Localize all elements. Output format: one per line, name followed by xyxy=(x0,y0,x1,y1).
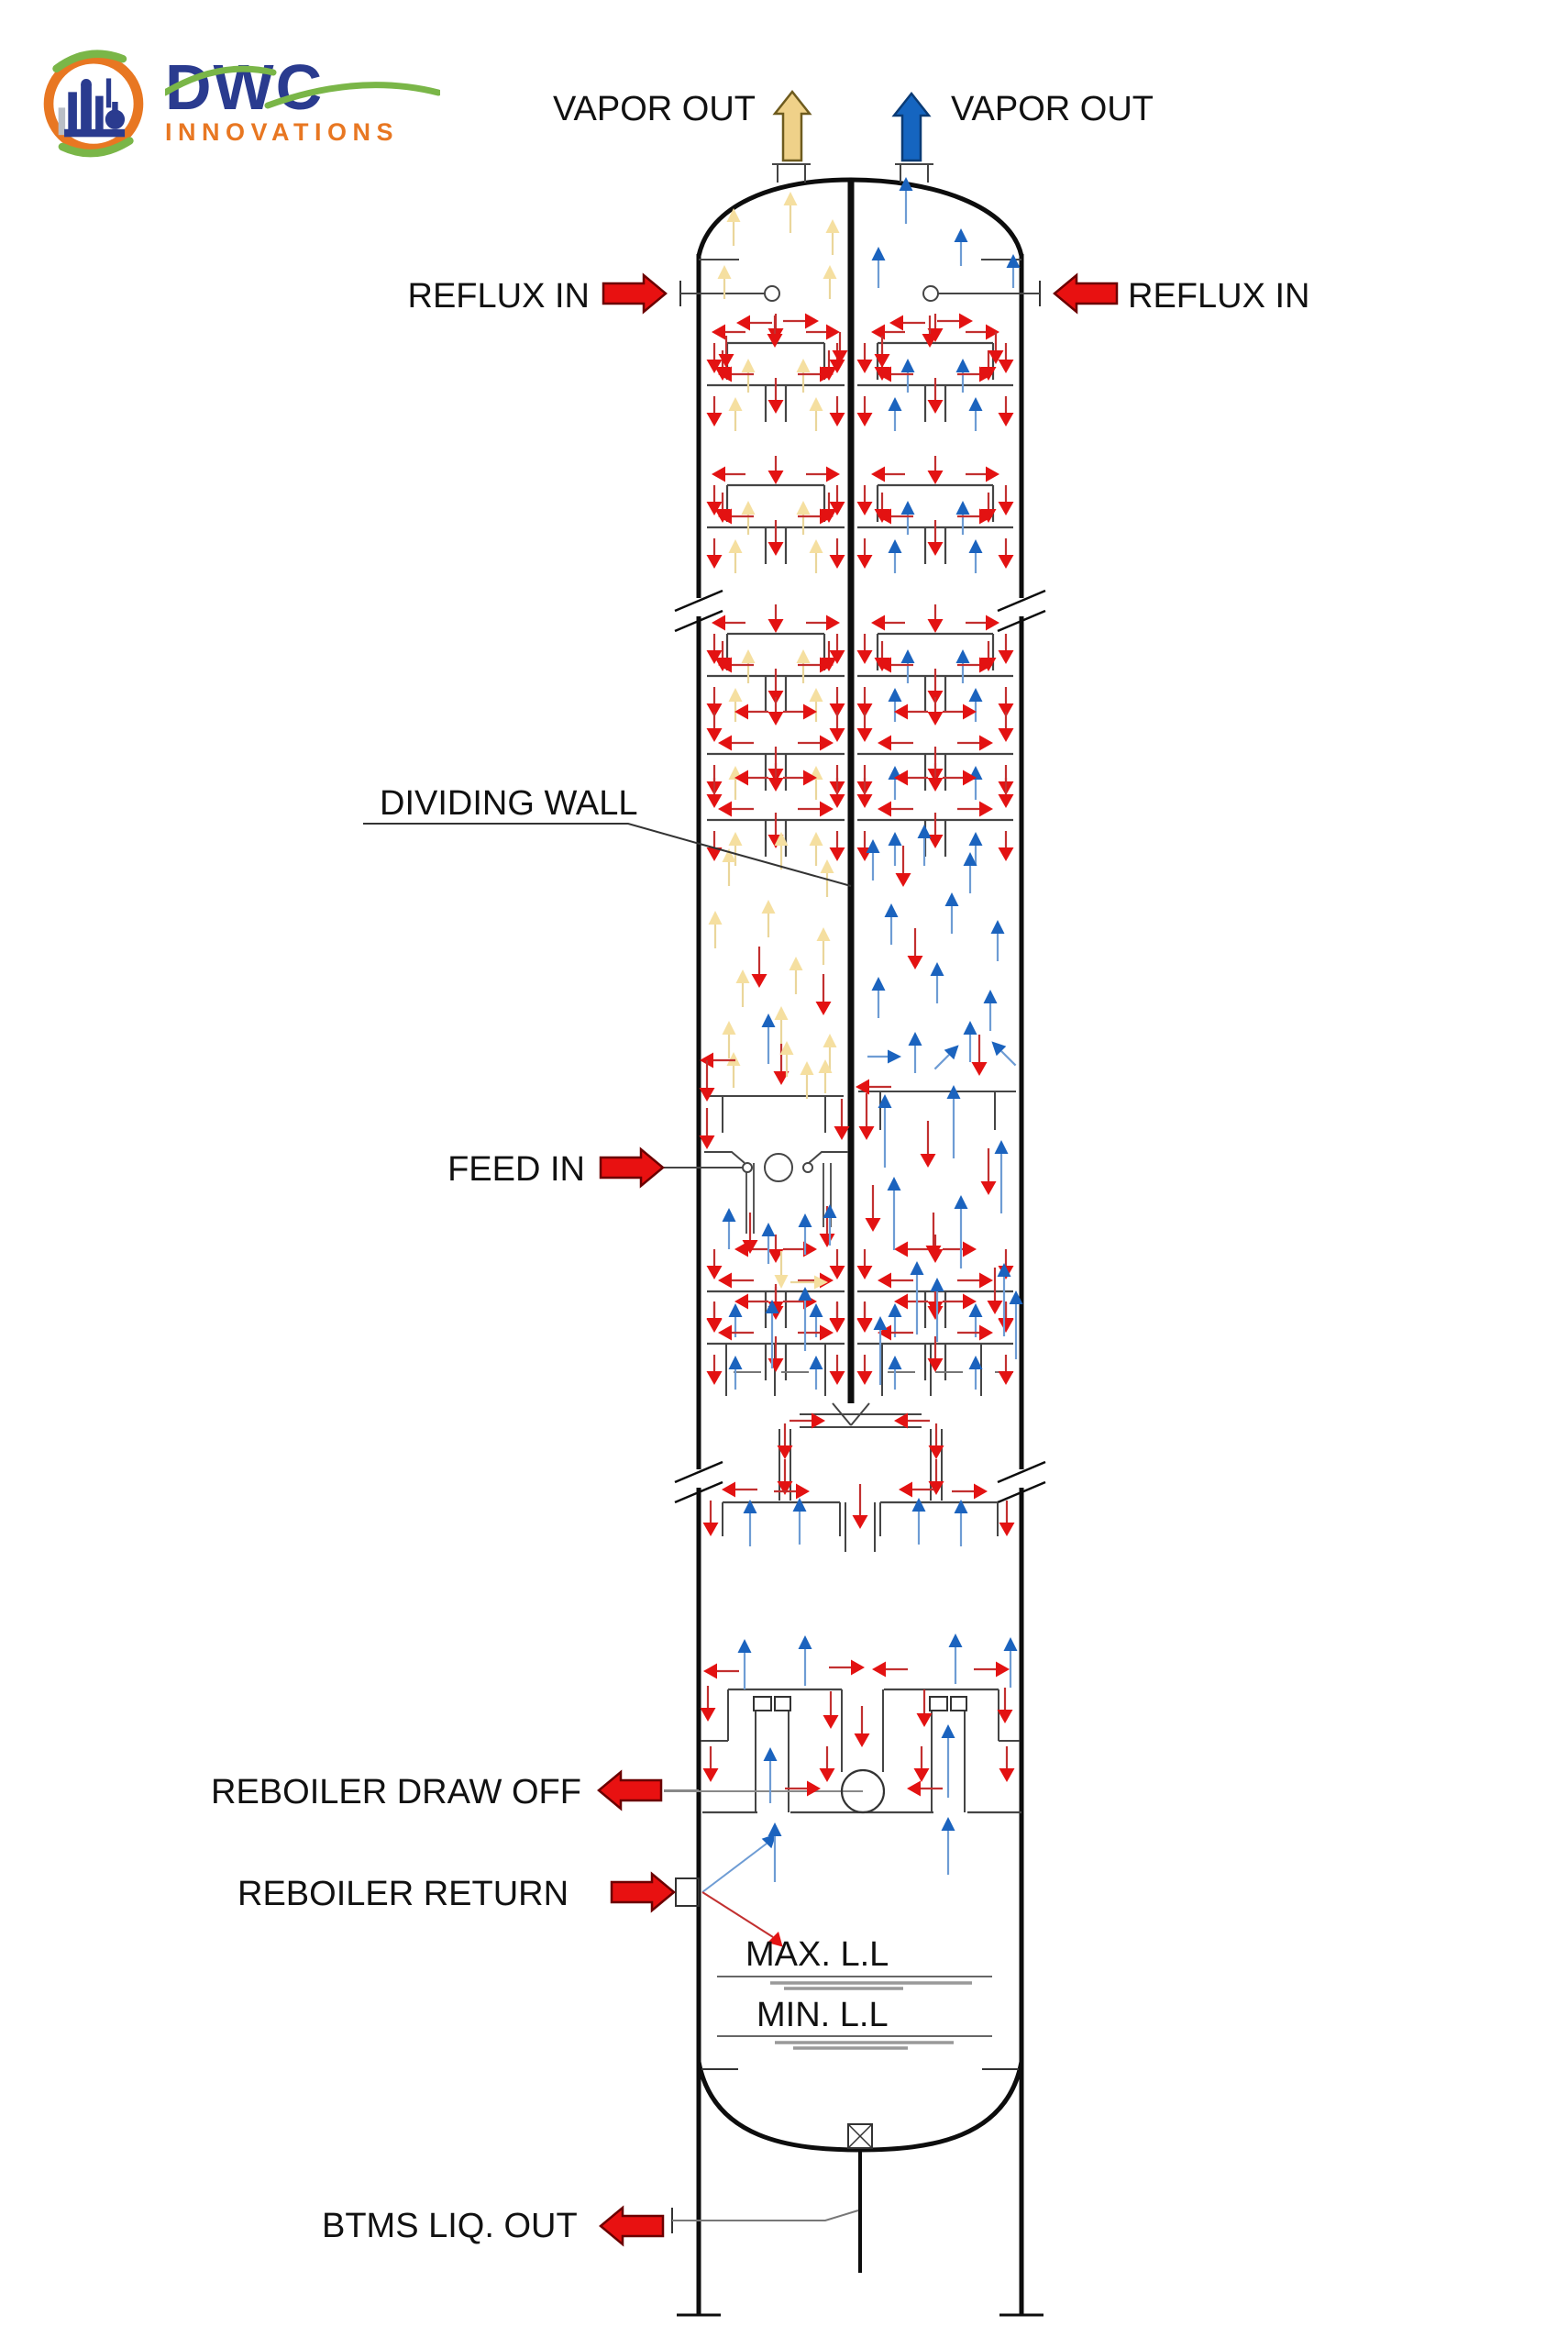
label-btms-liq-out: BTMS LIQ. OUT xyxy=(322,2207,578,2245)
label-reflux-in-right: REFLUX IN xyxy=(1128,277,1309,316)
diagram-labels: VAPOR OUT VAPOR OUT REFLUX IN REFLUX IN … xyxy=(211,90,1309,2245)
logo-factory-glyph xyxy=(58,78,126,138)
column-shell xyxy=(674,163,1046,2317)
logo-leaf-top xyxy=(52,50,127,73)
brand-subtitle: INNOVATIONS xyxy=(165,117,400,146)
logo-ring xyxy=(43,53,144,154)
label-reboiler-return: REBOILER RETURN xyxy=(237,1875,569,1913)
label-dividing-wall: DIVIDING WALL xyxy=(380,784,638,823)
label-reboiler-draw-off: REBOILER DRAW OFF xyxy=(211,1773,581,1811)
flow-arrows xyxy=(597,89,1119,2247)
logo-leaf-bottom xyxy=(58,137,134,158)
dwc-logo-icon xyxy=(43,50,144,158)
label-vapor-out-left: VAPOR OUT xyxy=(553,90,756,128)
label-min-ll: MIN. L.L xyxy=(756,1996,889,2034)
label-max-ll: MAX. L.L xyxy=(745,1935,889,1974)
label-feed-in: FEED IN xyxy=(447,1150,585,1189)
label-reflux-in-left: REFLUX IN xyxy=(408,277,590,316)
label-vapor-out-right: VAPOR OUT xyxy=(951,90,1154,128)
annotations xyxy=(363,823,852,887)
